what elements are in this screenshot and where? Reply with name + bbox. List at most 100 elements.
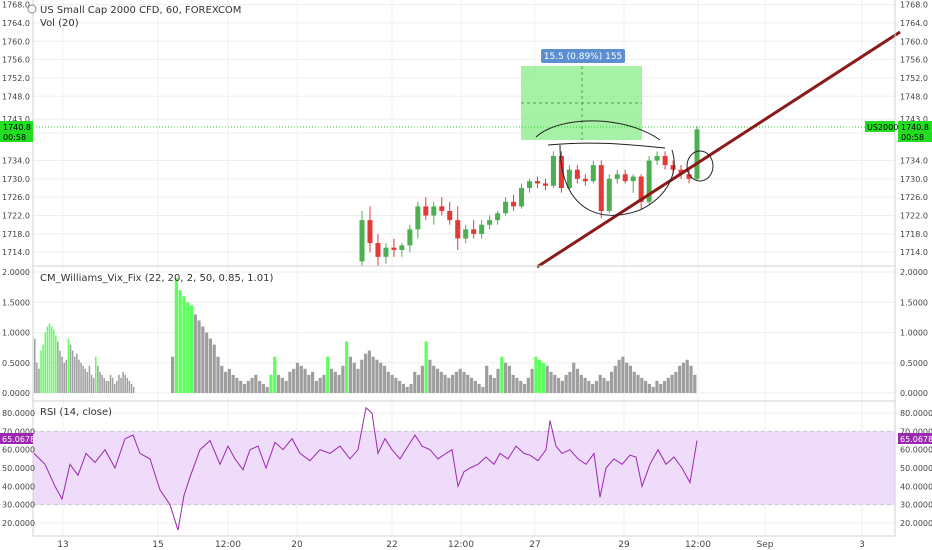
vix-bar bbox=[651, 386, 655, 393]
price-axis-left-label: 1756.0 bbox=[2, 56, 30, 65]
vix-axis-left-label: 0.0000 bbox=[2, 389, 30, 398]
vix-bar bbox=[101, 374, 103, 393]
vix-bar bbox=[466, 374, 470, 393]
vix-bar bbox=[628, 365, 633, 393]
vix-bar bbox=[352, 362, 356, 393]
trendline[interactable] bbox=[536, 30, 901, 269]
rsi-axis-right-label: 80.0000 bbox=[900, 409, 932, 418]
rsi-axis-left-label: 80.0000 bbox=[2, 409, 35, 418]
vix-bar bbox=[363, 353, 368, 393]
vix-bar bbox=[398, 380, 402, 393]
vix-bar bbox=[541, 362, 546, 393]
vix-bar bbox=[80, 362, 82, 393]
price-axis-right-label: 1748.0 bbox=[900, 92, 928, 101]
vix-bar bbox=[292, 368, 296, 393]
vix-bar bbox=[97, 365, 99, 393]
vix-bar bbox=[598, 374, 602, 393]
vix-bar bbox=[73, 356, 76, 393]
vix-bar bbox=[182, 296, 186, 393]
vix-bar bbox=[640, 377, 644, 393]
price-axis-left-label: 1748.0 bbox=[2, 92, 30, 101]
vix-bar bbox=[587, 380, 591, 393]
price-axis-left-label: 1752.0 bbox=[2, 74, 30, 83]
candle-body bbox=[598, 165, 604, 211]
vix-bar bbox=[92, 377, 95, 393]
time-axis-label: 12:00 bbox=[685, 540, 711, 550]
vix-bar bbox=[405, 386, 409, 393]
vix-axis-left-label: 1.5000 bbox=[2, 298, 30, 307]
vix-bar bbox=[416, 374, 421, 393]
vix-bar bbox=[67, 338, 70, 393]
vix-bar bbox=[63, 362, 65, 393]
candle-body bbox=[638, 176, 644, 202]
vix-bar bbox=[522, 383, 527, 393]
vix-bar bbox=[681, 362, 686, 393]
vix-bar bbox=[360, 359, 364, 393]
vix-bar bbox=[591, 383, 595, 393]
candle-body bbox=[383, 247, 389, 257]
candle-body bbox=[415, 206, 421, 230]
left-time-tag-bg bbox=[0, 132, 33, 142]
vix-bar bbox=[326, 356, 330, 393]
vix-axis-right-label: 1.5000 bbox=[900, 298, 928, 307]
vix-bar bbox=[659, 383, 663, 393]
time-axis-label: 12:00 bbox=[448, 540, 474, 550]
candle-body bbox=[527, 181, 532, 189]
vix-bar bbox=[82, 365, 84, 393]
price-axis-left-label: 1714.0 bbox=[2, 248, 30, 257]
vix-bar bbox=[473, 380, 477, 393]
right-time-tag-bg bbox=[898, 132, 932, 142]
vix-bar bbox=[36, 362, 38, 393]
vix-bar bbox=[428, 359, 432, 393]
measure-tool[interactable]: 15.5 (0.89%) 155 bbox=[521, 49, 642, 140]
vix-bar bbox=[34, 338, 36, 393]
annotations[interactable] bbox=[535, 120, 714, 216]
price-axis-right-label: 1734.0 bbox=[900, 157, 928, 166]
vix-bar bbox=[432, 365, 436, 393]
vix-bar bbox=[500, 356, 504, 393]
price-axis-left-label: 1726.0 bbox=[2, 193, 30, 202]
header: US Small Cap 2000 CFD, 60, FOREXCOM Vol … bbox=[27, 4, 273, 418]
vix-bars bbox=[34, 278, 697, 393]
annotation-cup[interactable] bbox=[559, 144, 675, 216]
annotation-rim[interactable] bbox=[547, 142, 666, 149]
vix-bar bbox=[88, 365, 91, 393]
vix-bar bbox=[261, 383, 266, 393]
vix-bar bbox=[693, 374, 697, 393]
annotation-circle[interactable] bbox=[686, 150, 714, 182]
vix-bar bbox=[534, 356, 538, 393]
time-axis-label: 20 bbox=[291, 540, 303, 550]
candle-body bbox=[431, 206, 437, 216]
vix-bar bbox=[674, 371, 678, 393]
candle-body bbox=[694, 129, 700, 179]
vix-bar bbox=[345, 341, 349, 393]
vix-bar bbox=[186, 302, 190, 393]
price-tags: 1740.8 00:58 US2000 1740.8 00:58 65.0678… bbox=[0, 121, 932, 444]
candle-body bbox=[519, 188, 525, 207]
vix-bar bbox=[647, 383, 651, 393]
left-rsi-tag: 65.0678 bbox=[2, 435, 35, 444]
candle-body bbox=[622, 174, 628, 182]
rsi-axis-right-label: 70.0000 bbox=[900, 427, 932, 436]
vix-bar bbox=[258, 380, 262, 393]
candle-body bbox=[463, 229, 469, 239]
vix-bar bbox=[103, 377, 105, 393]
vix-bar bbox=[379, 362, 383, 393]
vix-bar bbox=[447, 377, 451, 393]
vix-bar bbox=[375, 359, 379, 393]
vix-bar bbox=[205, 332, 209, 393]
vix-bar bbox=[95, 356, 97, 393]
vix-bar bbox=[120, 377, 122, 393]
vix-bar bbox=[38, 368, 40, 393]
rsi-axis-right-label: 50.0000 bbox=[900, 464, 932, 473]
vix-bar bbox=[492, 377, 496, 393]
vix-bar bbox=[621, 356, 625, 393]
vix-bar bbox=[556, 377, 561, 393]
vix-bar bbox=[193, 314, 197, 393]
vix-bar bbox=[99, 371, 101, 393]
annotation-arc-top[interactable] bbox=[535, 120, 661, 141]
candle-body bbox=[359, 220, 365, 262]
symbol-icon[interactable] bbox=[27, 4, 37, 14]
vix-axis-right-label: 2.0000 bbox=[900, 268, 928, 277]
